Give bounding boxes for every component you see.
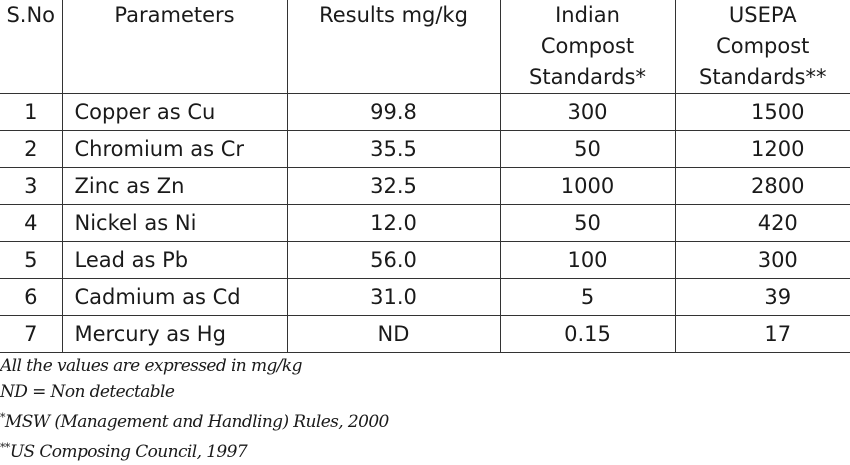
table-header-row: S.No Parameters Results mg/kg Indian Com… <box>0 0 850 94</box>
cell-result: 56.0 <box>286 241 501 279</box>
cell-result: ND <box>286 315 501 353</box>
cell-sno: 5 <box>0 241 63 279</box>
cell-indian-standard: 1000 <box>499 167 676 205</box>
cell-parameter: Chromium as Cr <box>61 130 288 168</box>
header-usepa-standards: USEPA Compost Standards** <box>674 0 850 94</box>
cell-parameter: Mercury as Hg <box>61 315 288 353</box>
table-row: 2 Chromium as Cr 35.5 50 1200 <box>0 130 850 168</box>
cell-sno: 3 <box>0 167 63 205</box>
cell-indian-standard: 50 <box>499 130 676 168</box>
cell-parameter: Lead as Pb <box>61 241 288 279</box>
header-indian-standards: Indian Compost Standards* <box>499 0 676 94</box>
cell-result: 12.0 <box>286 204 501 242</box>
cell-indian-standard: 0.15 <box>499 315 676 353</box>
footnote-usepa: **US Composing Council, 1997 <box>0 441 248 462</box>
cell-parameter: Cadmium as Cd <box>61 278 288 316</box>
footnote-indian: *MSW (Management and Handling) Rules, 20… <box>0 411 389 432</box>
cell-parameter: Zinc as Zn <box>61 167 288 205</box>
cell-parameter: Nickel as Ni <box>61 204 288 242</box>
cell-result: 31.0 <box>286 278 501 316</box>
header-sno: S.No <box>0 0 63 94</box>
cell-usepa-standard: 1200 <box>674 130 850 168</box>
cell-usepa-standard: 1500 <box>674 93 850 131</box>
table-row: 3 Zinc as Zn 32.5 1000 2800 <box>0 167 850 205</box>
table-row: 4 Nickel as Ni 12.0 50 420 <box>0 204 850 242</box>
cell-result: 32.5 <box>286 167 501 205</box>
table-footnotes: All the values are expressed in mg/kg ND… <box>0 353 389 465</box>
header-results: Results mg/kg <box>286 0 501 94</box>
table-row: 7 Mercury as Hg ND 0.15 17 <box>0 315 850 353</box>
cell-indian-standard: 50 <box>499 204 676 242</box>
cell-usepa-standard: 420 <box>674 204 850 242</box>
cell-usepa-standard: 2800 <box>674 167 850 205</box>
heavy-metals-table: S.No Parameters Results mg/kg Indian Com… <box>0 0 850 353</box>
footnote-units: All the values are expressed in mg/kg <box>0 356 302 376</box>
cell-sno: 6 <box>0 278 63 316</box>
cell-usepa-standard: 39 <box>674 278 850 316</box>
cell-sno: 2 <box>0 130 63 168</box>
table-row: 6 Cadmium as Cd 31.0 5 39 <box>0 278 850 316</box>
cell-sno: 7 <box>0 315 63 353</box>
cell-result: 35.5 <box>286 130 501 168</box>
cell-sno: 1 <box>0 93 63 131</box>
cell-indian-standard: 5 <box>499 278 676 316</box>
footnote-nd: ND = Non detectable <box>0 382 175 402</box>
cell-indian-standard: 100 <box>499 241 676 279</box>
cell-usepa-standard: 17 <box>674 315 850 353</box>
header-parameters: Parameters <box>61 0 288 94</box>
cell-usepa-standard: 300 <box>674 241 850 279</box>
cell-sno: 4 <box>0 204 63 242</box>
cell-indian-standard: 300 <box>499 93 676 131</box>
table-row: 5 Lead as Pb 56.0 100 300 <box>0 241 850 279</box>
table-row: 1 Copper as Cu 99.8 300 1500 <box>0 93 850 131</box>
cell-result: 99.8 <box>286 93 501 131</box>
cell-parameter: Copper as Cu <box>61 93 288 131</box>
